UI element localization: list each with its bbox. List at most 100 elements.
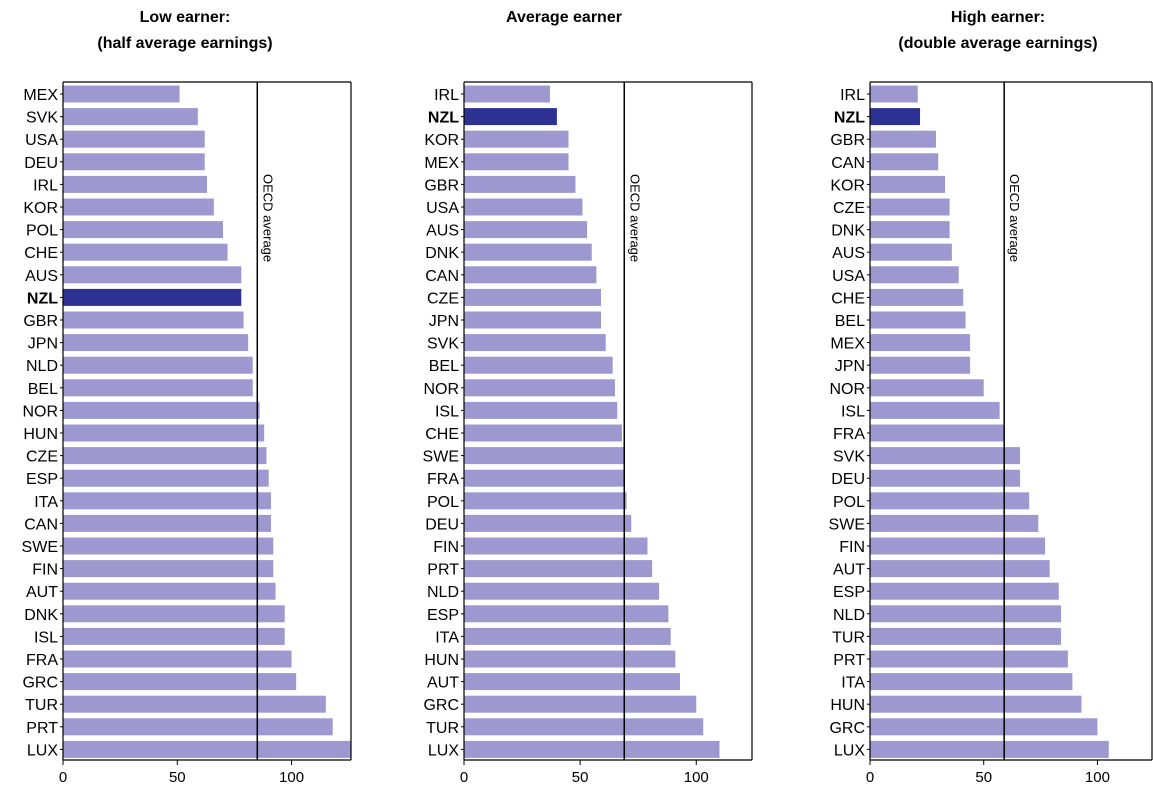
x-tick-label: 0 xyxy=(866,769,874,785)
bar-nld xyxy=(63,356,253,374)
bar-nzl xyxy=(870,108,921,126)
bar-ita xyxy=(870,673,1073,691)
chart-panel-2: Average earner IRL NZL KOR MEX GBR USA AUS DNK CA… xyxy=(423,9,753,785)
x-tick-label: 50 xyxy=(975,769,992,785)
bar-nzl xyxy=(63,288,242,306)
category-label-grc: GRC xyxy=(829,720,865,737)
bar-hun xyxy=(464,650,676,668)
category-label-ita: ITA xyxy=(34,494,58,511)
bar-kor xyxy=(870,175,946,193)
oecd-average-label: OECD average xyxy=(1007,174,1022,262)
bar-nzl xyxy=(464,108,557,126)
bar-irl xyxy=(63,175,207,193)
x-tick-label: 0 xyxy=(59,769,67,785)
category-label-jpn: JPN xyxy=(429,313,459,330)
category-label-can: CAN xyxy=(425,268,459,285)
bar-deu xyxy=(464,514,632,532)
bar-svk xyxy=(870,447,1021,465)
category-label-ita: ITA xyxy=(841,675,865,692)
bar-ita xyxy=(63,492,271,510)
category-label-lux: LUX xyxy=(428,742,459,759)
bar-fra xyxy=(464,469,625,487)
category-label-svk: SVK xyxy=(26,110,58,127)
bar-che xyxy=(63,243,228,261)
category-label-kor: KOR xyxy=(23,200,58,217)
bar-che xyxy=(870,288,964,306)
bar-mex xyxy=(63,85,180,103)
bar-usa xyxy=(464,198,583,216)
category-label-esp: ESP xyxy=(833,584,865,601)
category-label-jpn: JPN xyxy=(835,358,865,375)
category-label-esp: ESP xyxy=(427,607,459,624)
bar-esp xyxy=(63,469,269,487)
bar-cze xyxy=(870,198,950,216)
bar-isl xyxy=(63,627,285,645)
bar-nor xyxy=(464,379,615,397)
bar-gbr xyxy=(464,175,576,193)
bar-svk xyxy=(63,108,198,126)
bar-bel xyxy=(63,379,253,397)
category-label-aut: AUT xyxy=(26,584,58,601)
category-label-tur: TUR xyxy=(426,720,459,737)
category-label-swe: SWE xyxy=(423,449,459,466)
bar-can xyxy=(870,153,939,171)
bar-tur xyxy=(870,627,1062,645)
bar-deu xyxy=(63,153,205,171)
bar-che xyxy=(464,424,622,442)
category-label-deu: DEU xyxy=(831,471,865,488)
chart-panel-1: Low earner: (half average earnings) MEX SVK… xyxy=(22,9,352,785)
bar-kor xyxy=(464,130,569,148)
category-label-swe: SWE xyxy=(829,516,865,533)
bar-pol xyxy=(870,492,1030,510)
category-label-fra: FRA xyxy=(833,426,865,443)
category-label-dnk: DNK xyxy=(831,223,865,240)
bar-pol xyxy=(63,221,223,239)
bar-svk xyxy=(464,334,606,352)
category-label-che: CHE xyxy=(24,245,58,262)
category-label-hun: HUN xyxy=(23,426,58,443)
bar-nld xyxy=(870,605,1062,623)
x-tick-label: 0 xyxy=(460,769,468,785)
bar-hun xyxy=(870,695,1082,713)
oecd-average-label: OECD average xyxy=(627,174,642,262)
category-label-deu: DEU xyxy=(24,155,58,172)
bar-lux xyxy=(464,740,720,758)
bar-isl xyxy=(464,401,618,419)
bar-can xyxy=(464,266,597,284)
category-label-lux: LUX xyxy=(834,742,865,759)
category-label-nor: NOR xyxy=(22,403,58,420)
bar-gbr xyxy=(63,311,244,329)
category-label-kor: KOR xyxy=(424,132,459,149)
category-label-nld: NLD xyxy=(26,358,58,375)
bar-mex xyxy=(870,334,971,352)
category-label-prt: PRT xyxy=(833,652,865,669)
x-tick-label: 100 xyxy=(279,769,304,785)
category-label-usa: USA xyxy=(426,200,459,217)
bar-irl xyxy=(464,85,550,103)
category-label-cze: CZE xyxy=(833,200,865,217)
category-label-prt: PRT xyxy=(427,562,459,579)
bar-ita xyxy=(464,627,671,645)
category-label-nzl: NZL xyxy=(428,110,459,127)
bar-bel xyxy=(464,356,613,374)
category-label-nor: NOR xyxy=(423,381,459,398)
bar-esp xyxy=(464,605,669,623)
category-label-nld: NLD xyxy=(833,607,865,624)
category-label-cze: CZE xyxy=(26,449,58,466)
category-label-swe: SWE xyxy=(22,539,58,556)
category-label-fin: FIN xyxy=(839,539,865,556)
bar-bel xyxy=(870,311,966,329)
category-label-grc: GRC xyxy=(22,675,58,692)
bar-grc xyxy=(464,695,697,713)
bar-fra xyxy=(870,424,1005,442)
category-label-mex: MEX xyxy=(424,155,459,172)
bar-prt xyxy=(870,650,1068,668)
category-label-pol: POL xyxy=(833,494,865,511)
category-label-can: CAN xyxy=(24,516,58,533)
panel-subtitle: (double average earnings) xyxy=(898,35,1097,52)
category-label-dnk: DNK xyxy=(24,607,58,624)
category-label-aus: AUS xyxy=(832,245,865,262)
bar-aus xyxy=(464,221,588,239)
category-label-tur: TUR xyxy=(832,629,865,646)
